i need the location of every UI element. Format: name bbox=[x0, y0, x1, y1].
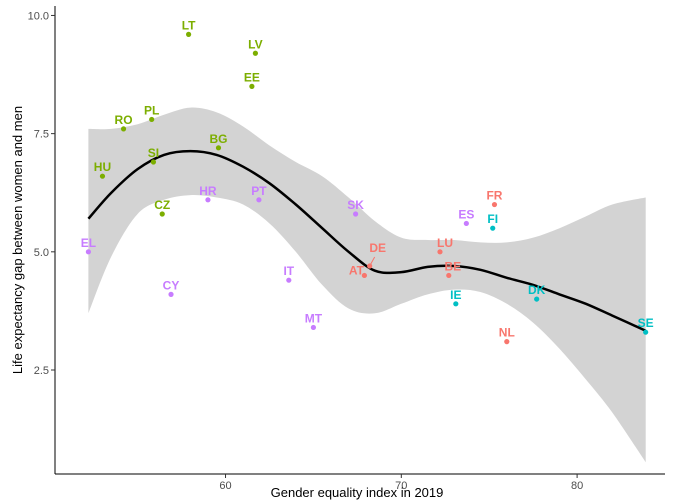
point-label-lt: LT bbox=[182, 18, 196, 32]
point-be bbox=[446, 273, 451, 278]
point-label-fi: FI bbox=[487, 212, 498, 226]
point-bg bbox=[216, 145, 221, 150]
point-label-lv: LV bbox=[248, 37, 262, 51]
y-tick-label: 10.0 bbox=[28, 10, 49, 22]
point-label-nl: NL bbox=[499, 326, 515, 340]
y-tick-label: 5.0 bbox=[34, 247, 49, 259]
point-lu bbox=[437, 249, 442, 254]
point-label-dk: DK bbox=[528, 283, 546, 297]
point-label-ee: EE bbox=[244, 70, 260, 84]
point-label-fr: FR bbox=[486, 189, 502, 203]
point-ee bbox=[249, 84, 254, 89]
point-label-it: IT bbox=[283, 264, 294, 278]
x-tick-label: 80 bbox=[571, 480, 583, 492]
point-label-es: ES bbox=[458, 207, 474, 221]
point-nl bbox=[504, 339, 509, 344]
point-pt bbox=[256, 197, 261, 202]
point-mt bbox=[311, 325, 316, 330]
point-ie bbox=[453, 301, 458, 306]
point-label-pl: PL bbox=[144, 103, 159, 117]
point-pl bbox=[149, 117, 154, 122]
point-fi bbox=[490, 226, 495, 231]
point-hr bbox=[205, 197, 210, 202]
x-axis-title: Gender equality index in 2019 bbox=[271, 485, 444, 500]
point-label-ie: IE bbox=[450, 288, 461, 302]
point-se bbox=[643, 330, 648, 335]
point-label-de: DE bbox=[369, 241, 386, 255]
point-el bbox=[86, 249, 91, 254]
point-label-cy: CY bbox=[163, 278, 180, 292]
point-label-at: AT bbox=[349, 263, 365, 277]
point-cz bbox=[160, 211, 165, 216]
point-dk bbox=[534, 296, 539, 301]
point-si bbox=[151, 159, 156, 164]
point-label-hr: HR bbox=[199, 184, 217, 198]
point-it bbox=[286, 278, 291, 283]
point-ro bbox=[121, 126, 126, 131]
point-fr bbox=[492, 202, 497, 207]
point-label-pt: PT bbox=[251, 184, 267, 198]
point-label-mt: MT bbox=[305, 311, 323, 325]
point-label-se: SE bbox=[638, 316, 654, 330]
point-hu bbox=[100, 174, 105, 179]
y-tick-label: 2.5 bbox=[34, 365, 49, 377]
point-label-be: BE bbox=[444, 259, 461, 273]
point-label-ro: RO bbox=[115, 113, 133, 127]
point-sk bbox=[353, 211, 358, 216]
y-axis-title: Life expectancy gap between women and me… bbox=[10, 106, 25, 374]
point-label-sk: SK bbox=[347, 198, 364, 212]
point-label-el: EL bbox=[81, 236, 96, 250]
point-label-si: SI bbox=[148, 146, 159, 160]
point-lt bbox=[186, 32, 191, 37]
point-label-lu: LU bbox=[437, 236, 453, 250]
point-lv bbox=[253, 51, 258, 56]
point-label-hu: HU bbox=[94, 160, 111, 174]
x-tick-label: 60 bbox=[219, 480, 231, 492]
point-cy bbox=[168, 292, 173, 297]
point-label-bg: BG bbox=[209, 132, 227, 146]
point-es bbox=[464, 221, 469, 226]
point-label-cz: CZ bbox=[154, 198, 170, 212]
y-tick-label: 7.5 bbox=[34, 129, 49, 141]
